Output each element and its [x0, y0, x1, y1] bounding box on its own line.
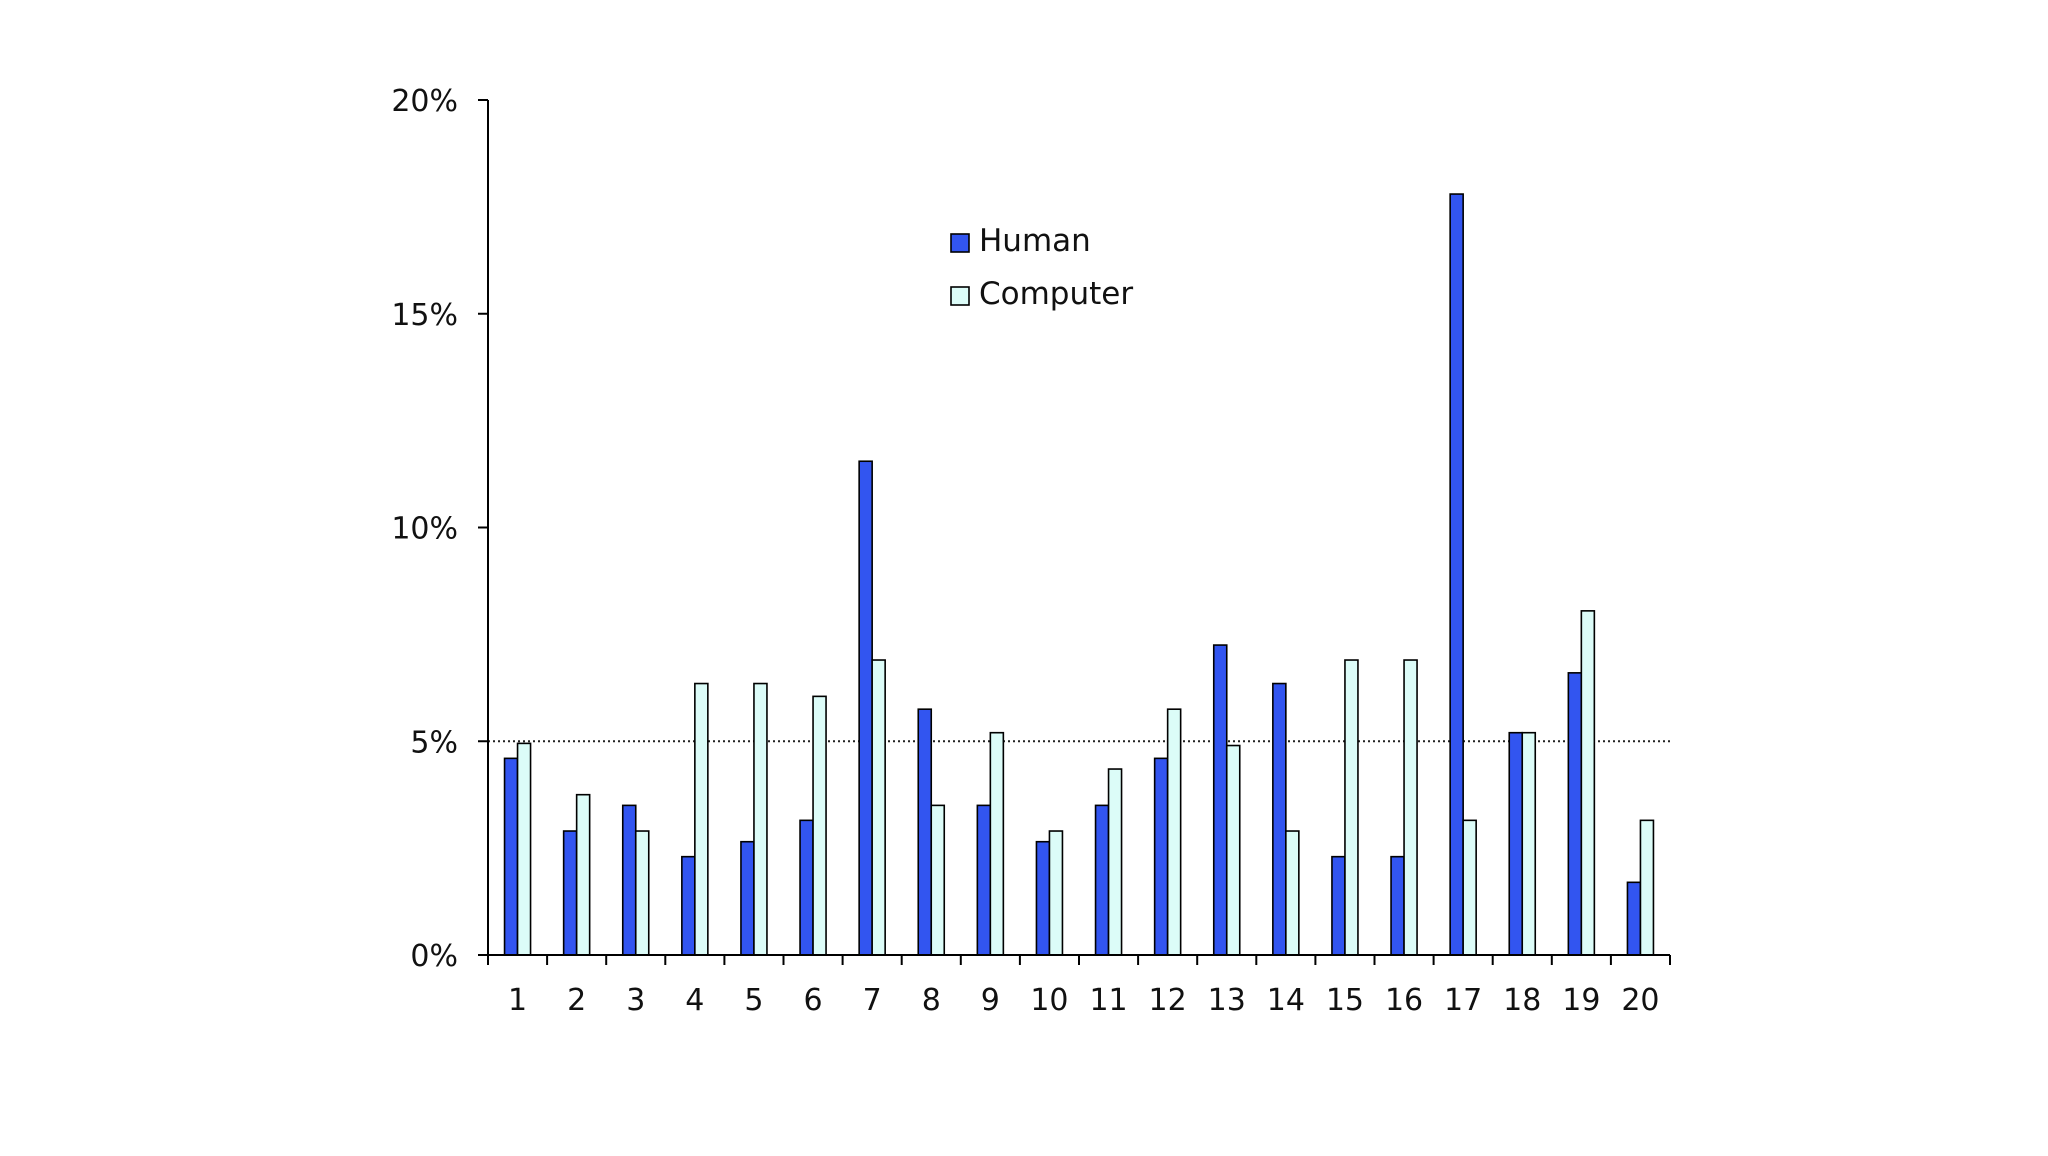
bar-computer-7	[871, 659, 886, 956]
bar-computer-8	[930, 804, 946, 956]
x-tick-label: 19	[1562, 983, 1600, 1018]
bar-human-2	[562, 830, 578, 956]
bar-computer-6	[812, 695, 827, 956]
x-tick-label: 17	[1444, 983, 1482, 1018]
bar-human-10	[1035, 840, 1051, 956]
bar-computer-18	[1521, 731, 1537, 956]
bar-human-5	[740, 840, 755, 956]
bar-computer-19	[1580, 610, 1596, 956]
x-tick-label: 12	[1149, 983, 1187, 1018]
bar-human-12	[1153, 757, 1169, 956]
bar-human-19	[1567, 672, 1583, 956]
x-tick-label: 3	[626, 983, 645, 1018]
y-tick-label: 0%	[410, 939, 458, 974]
bar-computer-13	[1225, 744, 1241, 956]
bar-human-16	[1390, 855, 1405, 956]
bar-human-3	[621, 804, 637, 956]
bar-human-11	[1094, 804, 1110, 956]
x-tick-label: 13	[1208, 983, 1246, 1018]
x-tick-label: 20	[1621, 983, 1659, 1018]
x-tick-label: 5	[744, 983, 763, 1018]
bar-computer-9	[989, 731, 1005, 956]
bar-human-18	[1508, 731, 1524, 956]
bar-human-6	[799, 819, 814, 956]
x-tick-label: 15	[1326, 983, 1364, 1018]
x-tick-label: 16	[1385, 983, 1423, 1018]
bar-human-14	[1272, 682, 1287, 956]
bar-human-20	[1626, 881, 1642, 956]
bar-computer-12	[1166, 708, 1182, 956]
bar-computer-20	[1639, 819, 1655, 956]
legend-label-computer: Computer	[979, 276, 1133, 312]
bar-computer-10	[1048, 830, 1064, 956]
x-tick-label: 4	[685, 983, 704, 1018]
x-tick-label: 14	[1267, 983, 1305, 1018]
bar-computer-5	[753, 682, 768, 956]
legend-label-human: Human	[979, 223, 1091, 259]
bar-human-13	[1212, 644, 1228, 956]
bar-computer-4	[694, 682, 709, 956]
x-tick-label: 2	[567, 983, 586, 1018]
bar-human-4	[681, 855, 696, 956]
x-tick-label: 11	[1089, 983, 1127, 1018]
x-tick-label: 6	[804, 983, 823, 1018]
x-tick-label: 8	[922, 983, 941, 1018]
bar-computer-1	[516, 742, 532, 956]
bar-human-7	[858, 460, 873, 956]
bar-computer-3	[634, 830, 650, 956]
y-tick-label: 10%	[391, 512, 458, 547]
legend-swatch-computer	[950, 286, 970, 306]
x-tick-label: 9	[981, 983, 1000, 1018]
x-tick-label: 7	[863, 983, 882, 1018]
y-tick-label: 20%	[391, 84, 458, 119]
bar-human-15	[1331, 855, 1346, 956]
x-tick-label: 18	[1503, 983, 1541, 1018]
bar-computer-15	[1344, 659, 1359, 956]
bar-computer-11	[1107, 768, 1123, 956]
bar-human-1	[503, 757, 519, 956]
x-tick-label: 10	[1030, 983, 1068, 1018]
bar-computer-14	[1285, 830, 1300, 956]
bar-computer-16	[1403, 659, 1418, 956]
x-tick-labels-group: 1 2 3 4 5 6 7 8 9 10 11 12 13 14 15 16 17 18 19 20	[508, 983, 1660, 1018]
bar-computer-17	[1462, 819, 1477, 956]
x-tick-label: 1	[508, 983, 527, 1018]
bar-human-9	[976, 804, 992, 956]
bar-human-17	[1449, 193, 1464, 956]
y-tick-labels-group: 0% 5% 10% 15% 20%	[391, 84, 458, 974]
axes-group	[478, 99, 1671, 965]
bars-group	[503, 193, 1655, 956]
legend-swatch-human	[950, 233, 970, 253]
bar-computer-2	[575, 793, 591, 956]
y-tick-label: 15%	[391, 298, 458, 333]
bar-human-8	[917, 708, 933, 956]
y-tick-label: 5%	[410, 725, 458, 760]
legend: Human Computer	[950, 223, 1133, 312]
